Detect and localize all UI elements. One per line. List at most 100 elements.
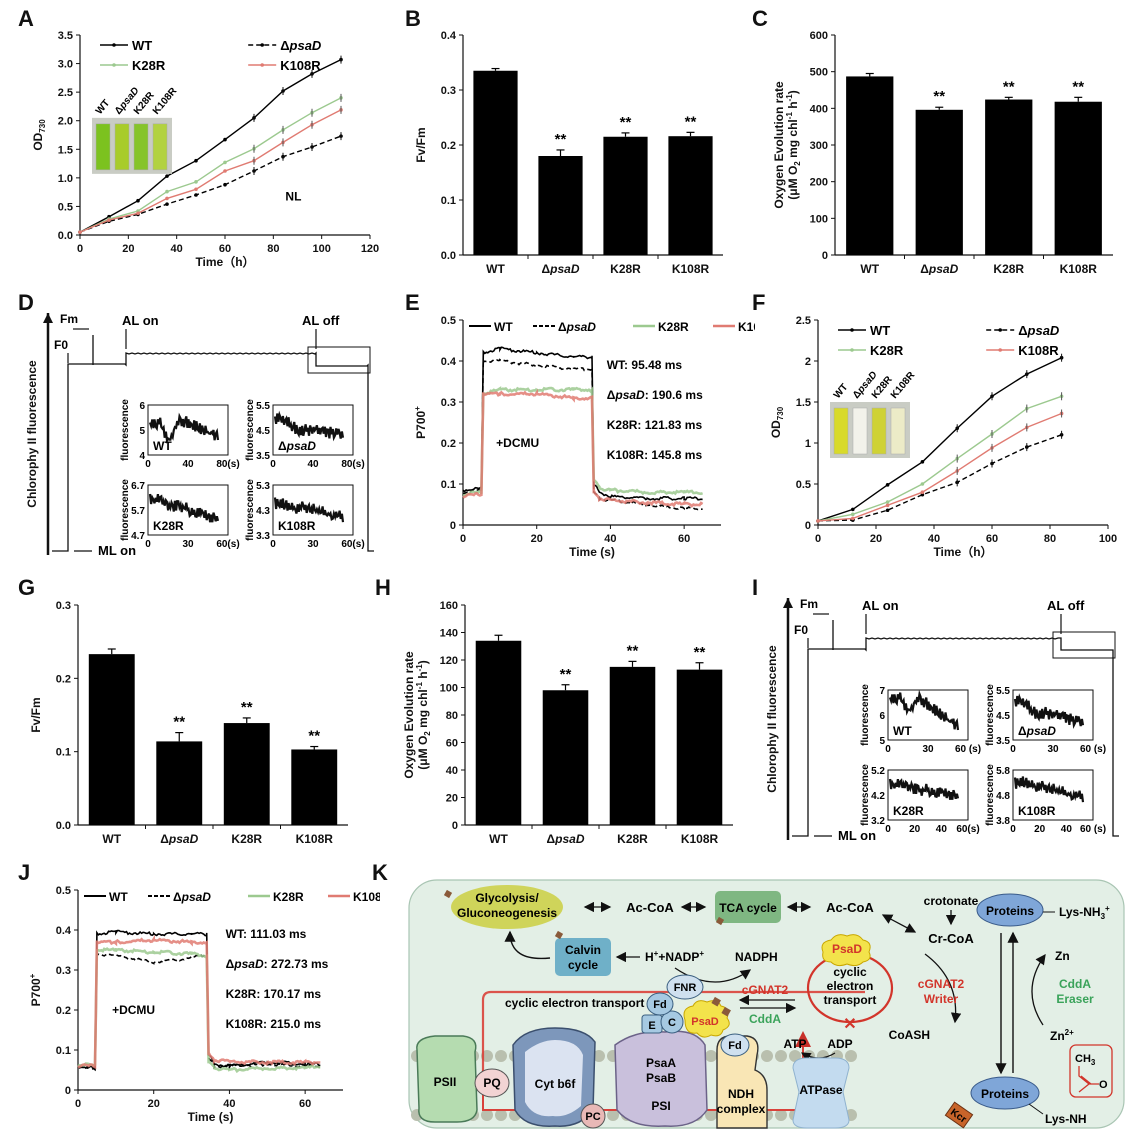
lipid-head bbox=[705, 1109, 717, 1121]
half-time-label: K108R: 215.0 ms bbox=[226, 1017, 322, 1031]
legend-marker bbox=[998, 348, 1002, 352]
culture-label: WT bbox=[94, 98, 112, 117]
x-tick-label: 0 bbox=[815, 533, 821, 545]
chart-h-oxygen: 0 20 40 60 80 100 120 140 160 WT ** ΔpsaD ** K28R ** K1… bbox=[402, 600, 733, 845]
y-tick-label: 1.5 bbox=[796, 397, 811, 409]
culture-tube bbox=[114, 123, 130, 171]
y-tick-label: 0.1 bbox=[441, 479, 456, 491]
data-point bbox=[851, 507, 855, 512]
inset-trace bbox=[888, 778, 960, 800]
ch3-label: CH3 bbox=[1075, 1053, 1096, 1067]
cyclic-electron-label: cyclic electron transport bbox=[505, 996, 644, 1010]
bar-K108R bbox=[291, 749, 338, 825]
y-tick-label: 2 bbox=[805, 356, 811, 368]
y-tick-label: 20 bbox=[446, 793, 458, 805]
y-tick-label: 0.0 bbox=[56, 820, 71, 832]
x-tick-label: 40 bbox=[604, 533, 616, 545]
x-category-label: K108R bbox=[681, 832, 719, 845]
inset-x-tick: 60(s) bbox=[956, 824, 979, 835]
annotation-label: NL bbox=[285, 190, 301, 204]
inset-x-tick: 0 bbox=[1010, 824, 1016, 835]
inset-x-tick: 60 (s) bbox=[1080, 744, 1106, 755]
fnr-label: FNR bbox=[674, 982, 697, 994]
data-point bbox=[194, 158, 198, 163]
coash-label: CoASH bbox=[889, 1028, 930, 1042]
calvin-label-1: Calvin bbox=[565, 943, 601, 957]
significance-label: ** bbox=[555, 131, 567, 148]
y-tick-label: 0.5 bbox=[58, 201, 73, 213]
fm-label: Fm bbox=[60, 312, 78, 326]
bar-dpsaD bbox=[538, 156, 583, 255]
y-tick-label: 100 bbox=[810, 213, 828, 225]
tca-node bbox=[715, 891, 781, 923]
inset-x-tick: 0 bbox=[145, 539, 151, 550]
lipid-head bbox=[761, 1050, 773, 1062]
lipid-head bbox=[495, 1050, 507, 1062]
culture-tube bbox=[133, 123, 149, 171]
inset-trace bbox=[273, 410, 345, 442]
y-tick-label: 0.4 bbox=[56, 925, 72, 937]
culture-tube bbox=[833, 407, 849, 455]
f0-label: F0 bbox=[794, 623, 808, 637]
inset-y-tick: 4.5 bbox=[256, 426, 270, 437]
inset-x-tick: 0 bbox=[145, 459, 151, 470]
legend-label: K28R bbox=[658, 320, 689, 334]
inset-y-label: fluorescence bbox=[985, 684, 996, 746]
ndh-fd-node bbox=[720, 1033, 750, 1057]
inset-y-tick: 7 bbox=[879, 686, 885, 697]
data-point bbox=[165, 174, 169, 178]
x-category-label: ΔpsaD bbox=[547, 832, 585, 845]
inset-y-tick: 4.3 bbox=[256, 506, 270, 517]
significance-label: ** bbox=[933, 88, 945, 105]
x-tick-label: 60 bbox=[299, 1098, 311, 1110]
x-category-label: WT bbox=[489, 832, 508, 845]
psi-label: PSI bbox=[651, 1099, 670, 1113]
data-point bbox=[223, 137, 227, 142]
x-tick-label: 0 bbox=[77, 243, 83, 255]
inset-y-label: fluorescence bbox=[120, 399, 131, 461]
series-line-K28R bbox=[462, 386, 704, 497]
subunit-c bbox=[660, 1010, 684, 1034]
kcr-mark-psad-2 bbox=[721, 1006, 731, 1017]
atp-label: ATP bbox=[783, 1037, 806, 1051]
crotonyl-bonds bbox=[1078, 1066, 1099, 1093]
inset-y-tick: 4.7 bbox=[131, 531, 145, 542]
inset-y-tick: 6 bbox=[879, 711, 885, 722]
y-tick-label: 0.5 bbox=[441, 315, 456, 327]
eraser-label-2: Eraser bbox=[1056, 992, 1094, 1006]
chart-g-fvfm: 0.0 0.1 0.2 0.3 WT ** ΔpsaD ** K28R ** K108R Fv/Fm bbox=[29, 600, 348, 845]
x-category-label: K28R bbox=[610, 262, 641, 275]
bar-dpsaD bbox=[156, 741, 203, 825]
y-tick-label: 0.2 bbox=[441, 140, 456, 152]
inset-x-tick: 30 bbox=[1047, 744, 1059, 755]
y-tick-label: 0.2 bbox=[56, 1005, 71, 1017]
data-point bbox=[885, 508, 890, 513]
inset-strain-label: K28R bbox=[153, 519, 184, 533]
inset-y-tick: 5 bbox=[879, 736, 885, 747]
y-tick-label: 80 bbox=[446, 710, 458, 722]
legend-label: WT bbox=[494, 320, 513, 334]
atpase-complex bbox=[792, 1057, 850, 1129]
x-tick-label: 100 bbox=[1099, 533, 1117, 545]
annotation-label: +DCMU bbox=[496, 436, 539, 450]
lipid-head bbox=[789, 1050, 801, 1062]
y-tick-label: 0.1 bbox=[56, 747, 71, 759]
x-axis-label: Time（h） bbox=[933, 544, 992, 559]
y-tick-label: 0 bbox=[805, 520, 811, 532]
arrow-head-icon bbox=[43, 313, 53, 323]
proteins-bottom-node bbox=[970, 1076, 1040, 1110]
inset-x-tick: 20 bbox=[1034, 824, 1046, 835]
lipid-head bbox=[705, 1050, 717, 1062]
inset-trace bbox=[148, 493, 220, 523]
inset-x-tick: 20 bbox=[909, 824, 921, 835]
lipid-head bbox=[775, 1050, 787, 1062]
data-point bbox=[165, 196, 169, 201]
series-line-dpsaD bbox=[462, 358, 703, 511]
psad-cloud bbox=[821, 934, 871, 967]
y-tick-label: 0.3 bbox=[56, 965, 71, 977]
legend-label: K28R bbox=[870, 343, 904, 358]
psaa-label: PsaA bbox=[646, 1056, 676, 1070]
data-point bbox=[885, 500, 890, 504]
series-line-dpsaD bbox=[817, 434, 1062, 522]
bar-dpsaD bbox=[915, 109, 963, 255]
